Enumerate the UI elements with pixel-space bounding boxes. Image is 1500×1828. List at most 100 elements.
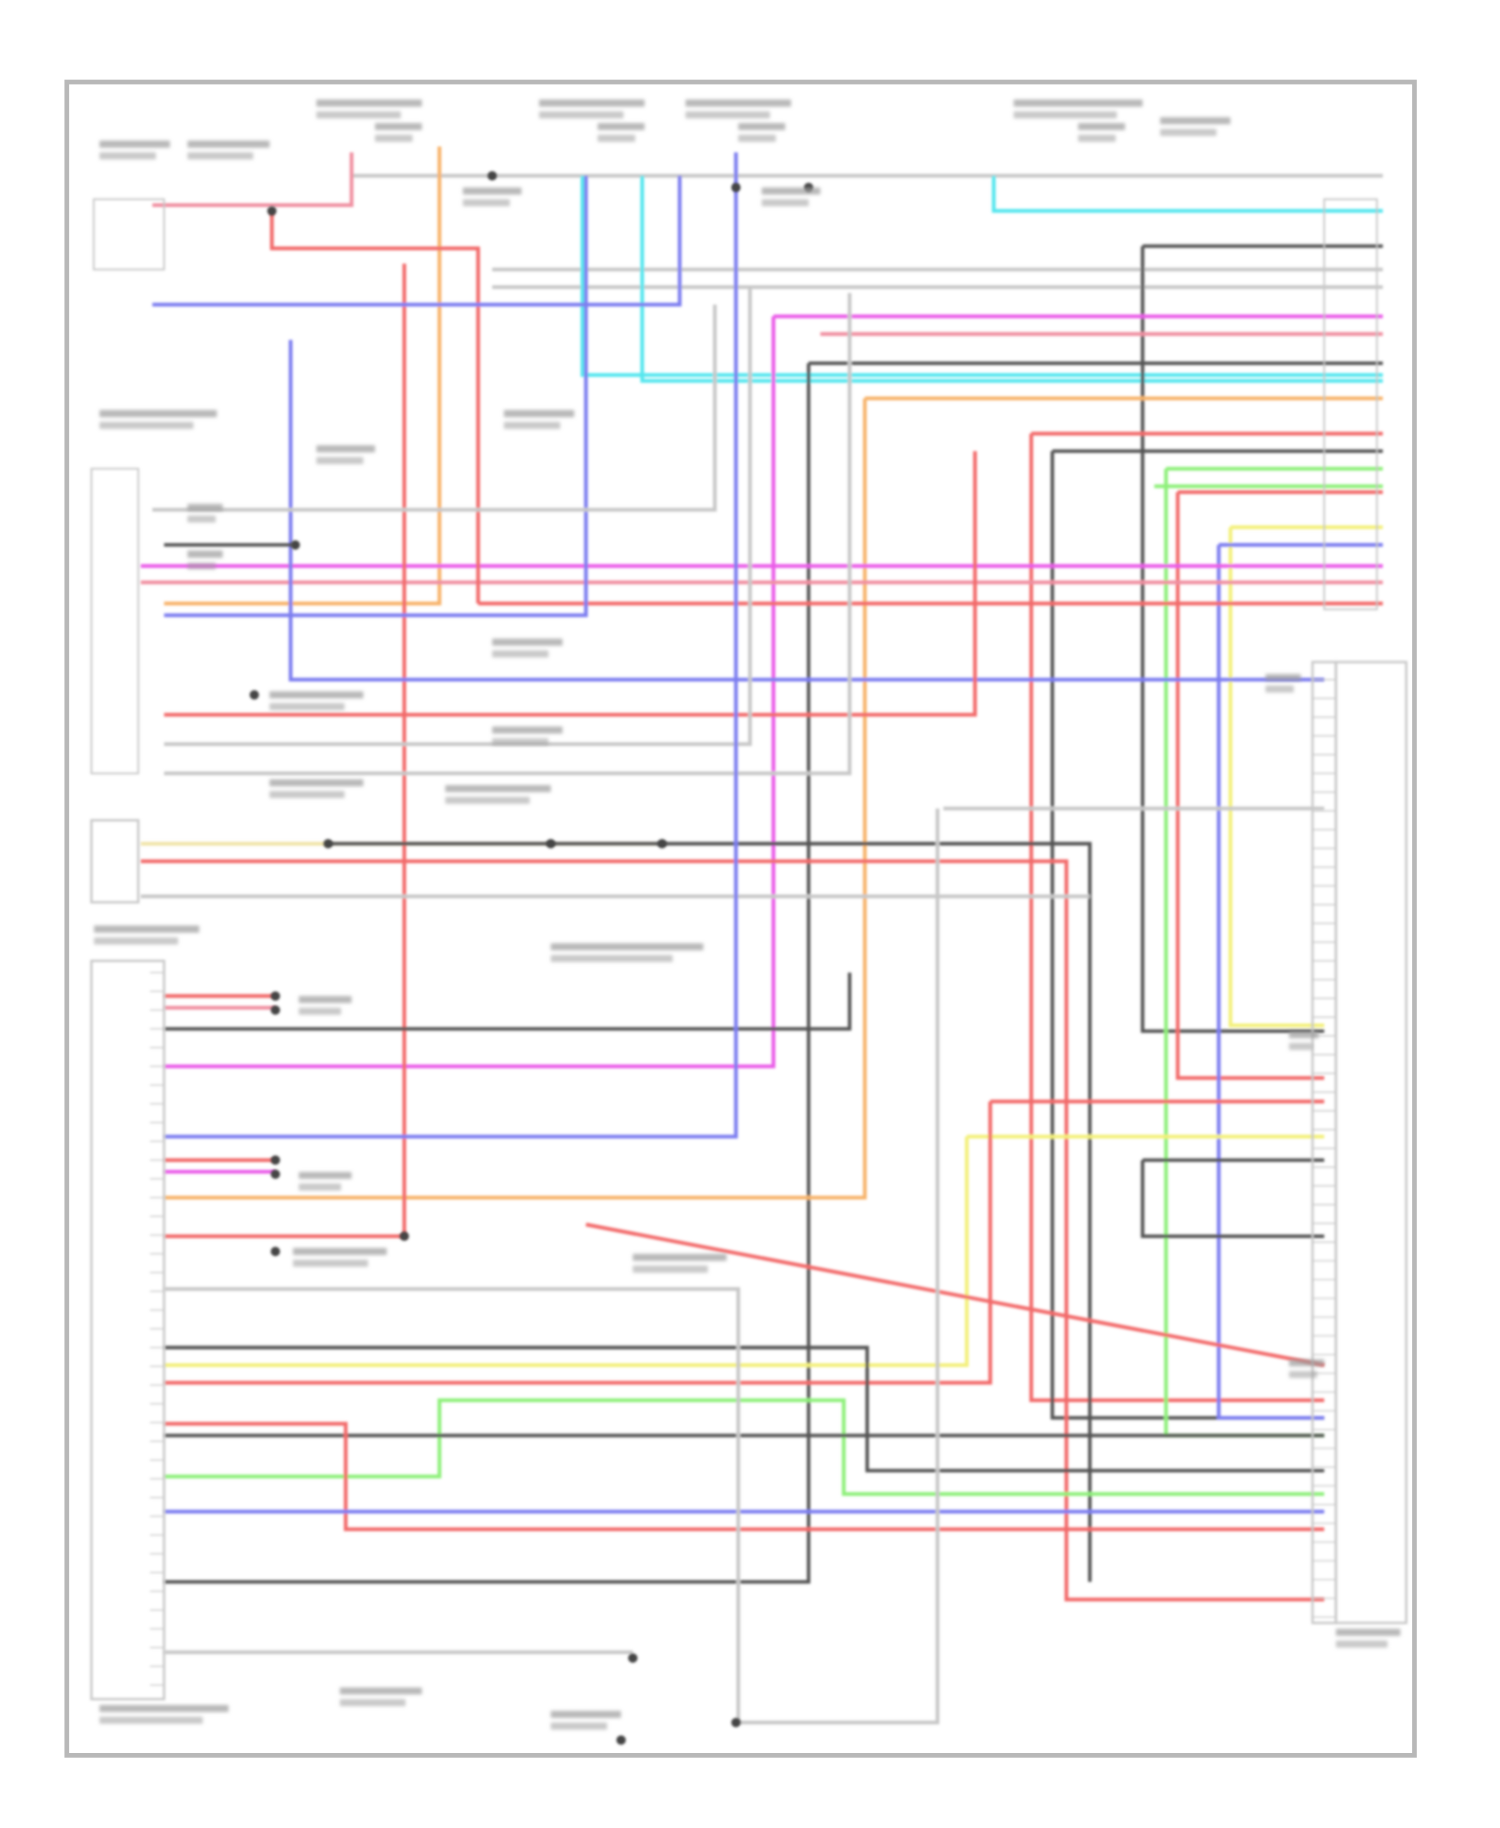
label-placeholder: [462, 199, 510, 207]
label-placeholder: [298, 1171, 352, 1179]
splice-point: [546, 839, 556, 849]
label-placeholder: [99, 1716, 203, 1724]
label-placeholder: [316, 445, 375, 453]
wire-red: [270, 210, 480, 604]
label-placeholder: [375, 123, 422, 131]
right-module-connector: [1334, 660, 1408, 1625]
wire-red: [164, 451, 977, 717]
label-placeholder: [597, 123, 645, 131]
label-placeholder: [99, 140, 170, 148]
label-placeholder: [1335, 1628, 1401, 1636]
wire-red: [164, 1101, 993, 1385]
wire-blue: [152, 175, 682, 307]
wire-yellow: [164, 1136, 969, 1368]
left-connector: [90, 467, 140, 775]
wire-gray: [152, 304, 717, 512]
wire-blue: [1216, 544, 1325, 1420]
label-placeholder: [738, 134, 776, 142]
wire-dark: [164, 972, 852, 1031]
splice-point: [290, 540, 300, 550]
label-placeholder: [269, 790, 345, 798]
label-placeholder: [1289, 1371, 1318, 1379]
wire-cyan: [580, 175, 1383, 377]
splice-point: [628, 1653, 638, 1663]
wire-red: [140, 859, 1325, 1602]
label-placeholder: [503, 410, 575, 418]
wire-orange: [164, 398, 867, 1200]
label-placeholder: [187, 140, 270, 148]
label-placeholder: [298, 996, 352, 1004]
label-placeholder: [316, 99, 422, 107]
label-placeholder: [539, 99, 645, 107]
wire-dark: [164, 363, 811, 1584]
splice-point: [399, 1231, 409, 1241]
label-placeholders: [93, 99, 1401, 1730]
label-placeholder: [269, 703, 345, 711]
label-placeholder: [292, 1247, 387, 1255]
label-placeholder: [550, 943, 704, 951]
label-placeholder: [339, 1699, 406, 1707]
wire-gray: [164, 292, 852, 776]
wire-dark: [164, 1345, 1325, 1473]
switch-box: [92, 198, 165, 271]
splice-point: [270, 1246, 281, 1257]
splice-point: [323, 839, 333, 849]
wire-cyan: [991, 175, 1383, 213]
label-placeholder: [539, 111, 624, 119]
label-placeholder: [738, 123, 786, 131]
label-placeholder: [492, 726, 563, 734]
label-placeholder: [316, 457, 364, 465]
splice-point: [616, 1735, 626, 1745]
wire-blue: [164, 152, 738, 1139]
label-placeholder: [339, 1687, 422, 1695]
wire-blue: [288, 339, 1325, 682]
wire-pink: [152, 152, 354, 207]
splice-point: [487, 171, 497, 181]
label-placeholder: [99, 152, 156, 160]
label-placeholder: [187, 152, 254, 160]
wire-red: [585, 1222, 1325, 1367]
label-placeholder: [632, 1265, 708, 1273]
label-placeholder: [99, 410, 217, 418]
label-placeholder: [597, 134, 636, 142]
label-placeholder: [761, 187, 821, 195]
label-placeholder: [187, 515, 216, 523]
wire-yellow: [1228, 527, 1325, 1028]
label-placeholder: [292, 1259, 368, 1267]
splice-point: [731, 182, 741, 193]
label-placeholder: [632, 1253, 727, 1261]
label-placeholder: [1013, 99, 1143, 107]
wire-dark: [328, 841, 1092, 1582]
sensor-connector: [90, 819, 140, 904]
label-placeholder: [1013, 111, 1117, 119]
splice-point: [270, 1005, 281, 1015]
splice-point: [270, 1169, 281, 1179]
label-placeholder: [99, 421, 194, 429]
label-placeholder: [1265, 673, 1301, 681]
label-placeholder: [445, 796, 530, 804]
label-placeholder: [1289, 1359, 1325, 1367]
splice-point: [731, 1717, 741, 1728]
label-placeholder: [1160, 128, 1217, 136]
splice-point: [270, 1155, 281, 1165]
splice-point: [249, 690, 259, 700]
label-placeholder: [492, 738, 549, 746]
label-placeholder: [187, 550, 223, 558]
wire-red: [1175, 492, 1325, 1080]
label-placeholder: [685, 111, 770, 119]
label-placeholder: [761, 199, 809, 207]
label-placeholder: [503, 421, 561, 429]
label-placeholder: [445, 785, 551, 793]
label-placeholder: [375, 134, 413, 142]
label-placeholder: [1289, 1042, 1313, 1050]
label-placeholder: [269, 779, 364, 787]
wire-gray: [164, 1287, 741, 1723]
label-placeholder: [1078, 134, 1116, 142]
splice-point: [267, 206, 277, 216]
splice-point: [657, 839, 667, 849]
wire-dark: [1140, 246, 1325, 1033]
wire-gray: [164, 287, 752, 746]
wire-cyan: [640, 175, 1383, 383]
label-placeholder: [99, 1704, 229, 1712]
